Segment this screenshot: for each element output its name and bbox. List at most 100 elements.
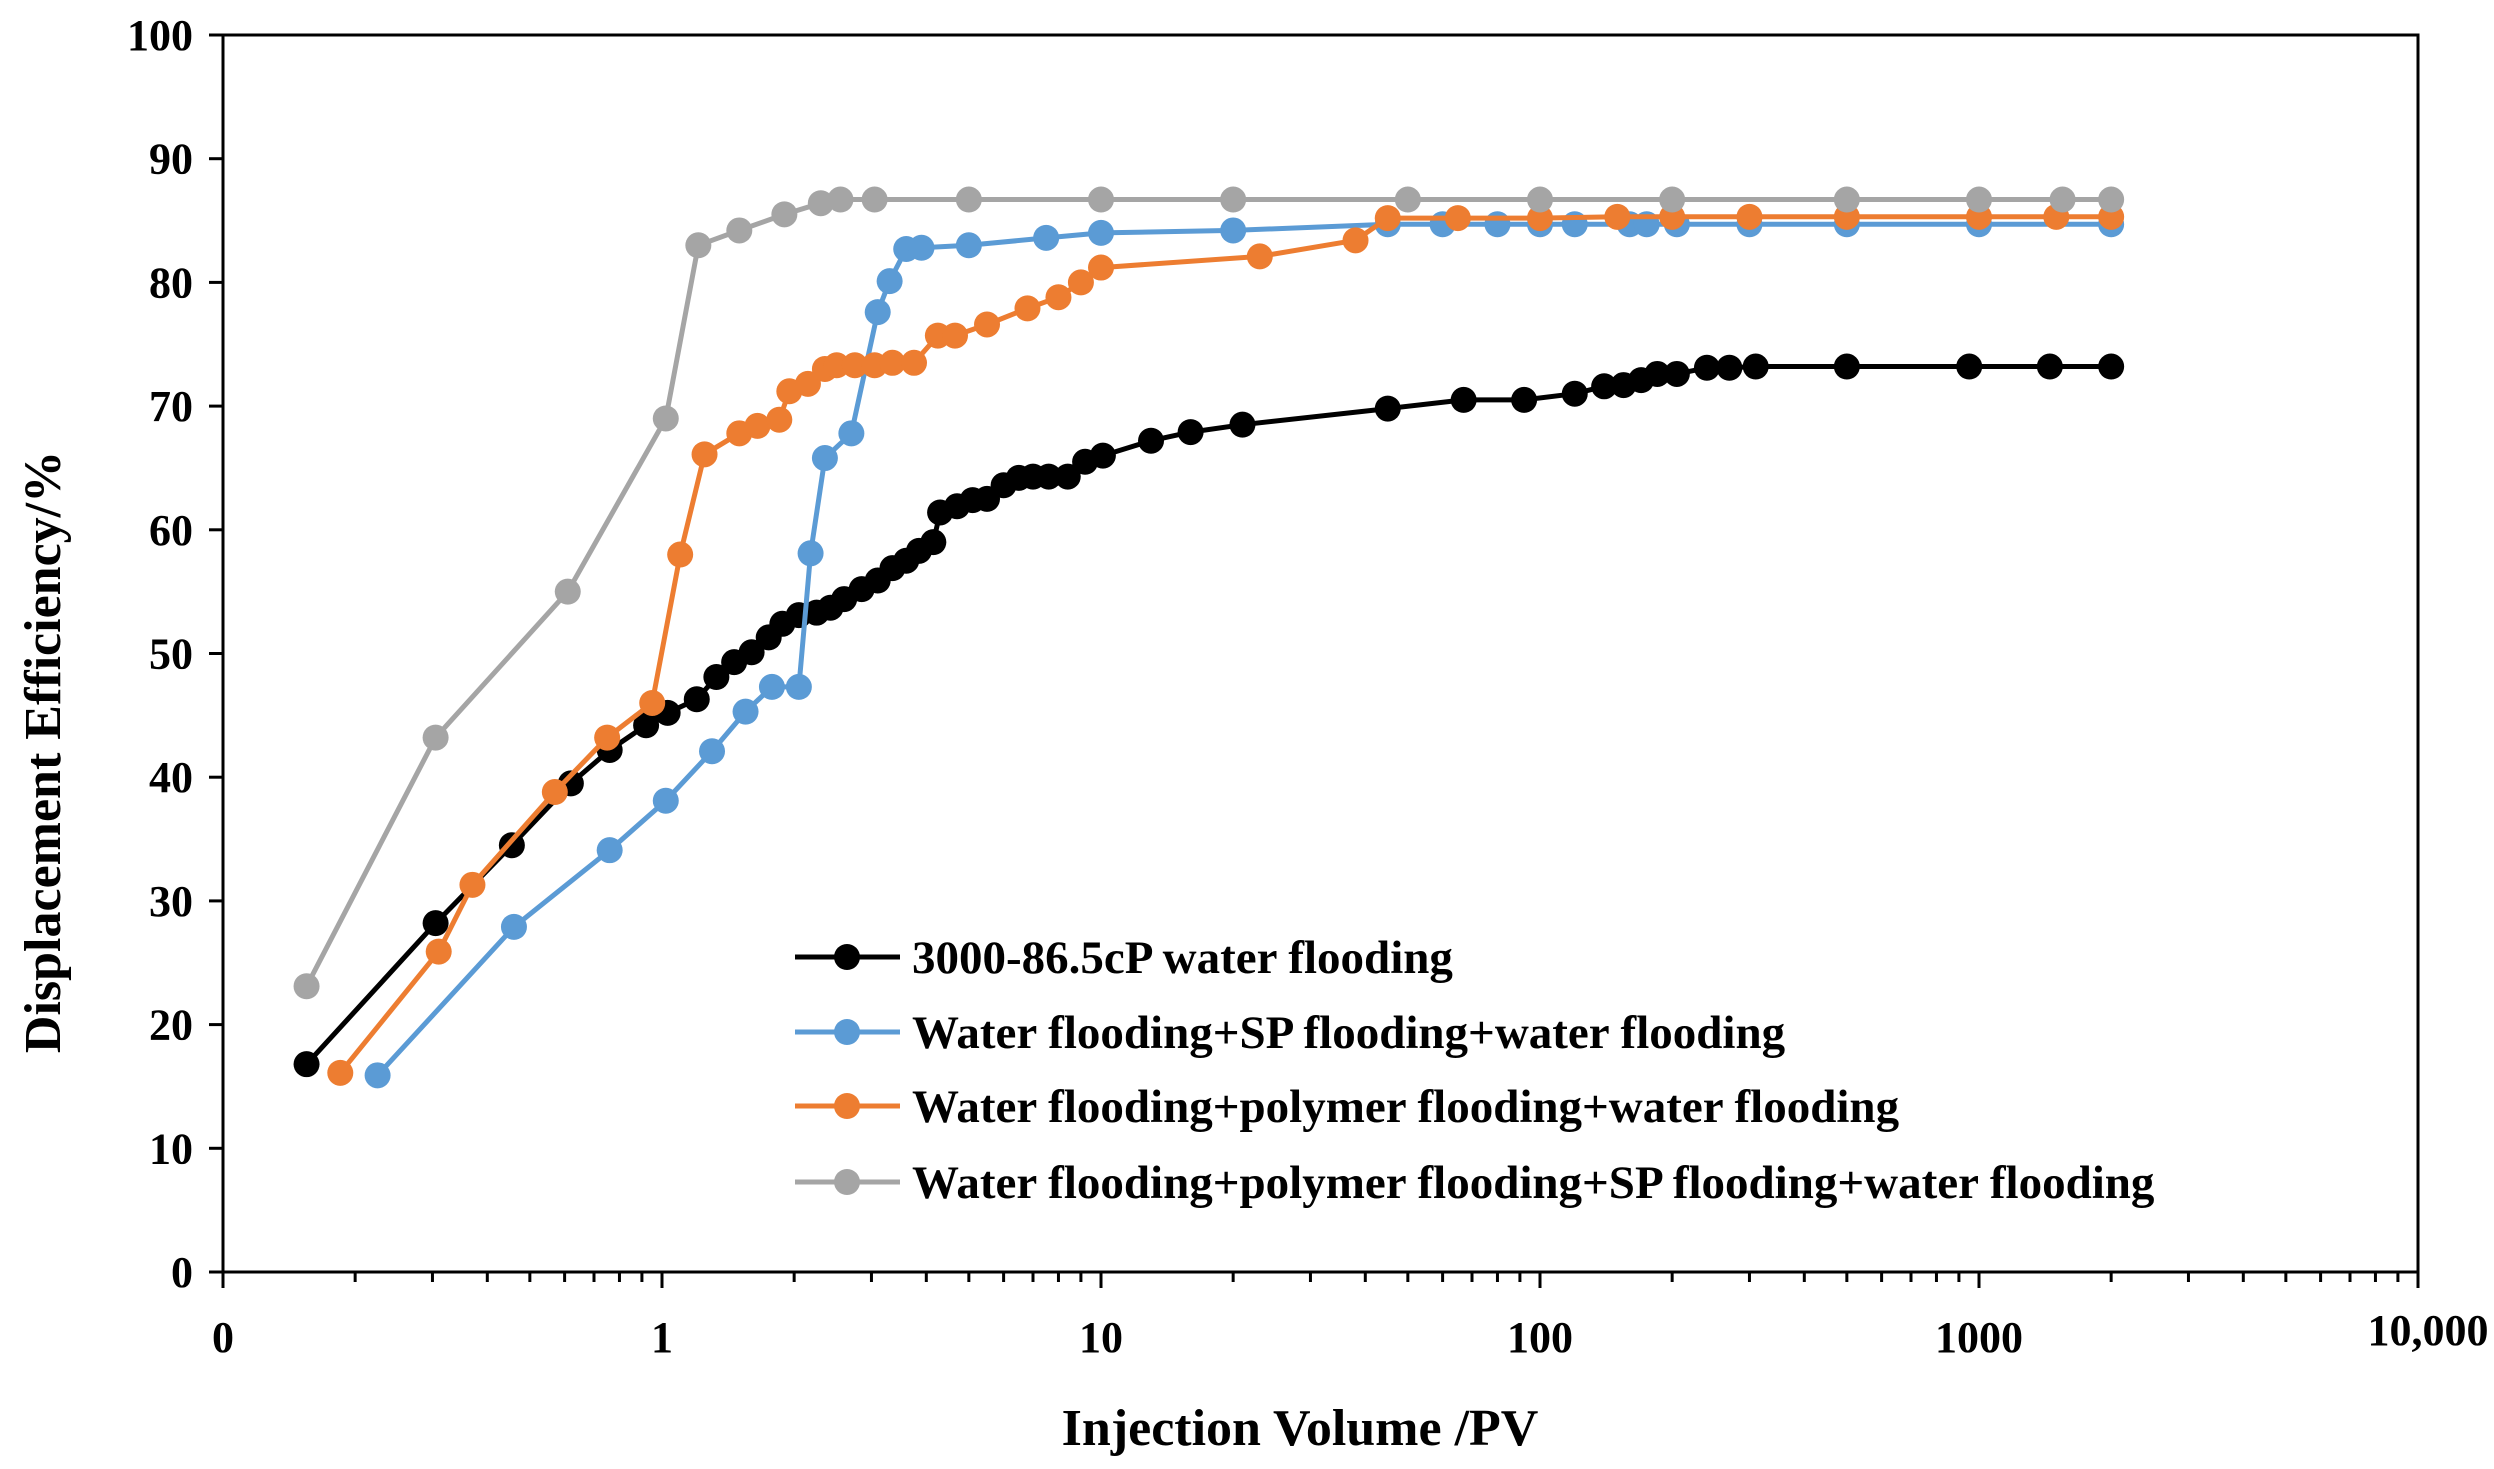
x-tick-label: 10: [1079, 1313, 1123, 1362]
legend-label: Water flooding+SP flooding+water floodin…: [912, 1007, 1786, 1059]
data-point: [726, 217, 753, 244]
data-point: [2049, 186, 2076, 213]
y-tick-label: 100: [127, 11, 193, 60]
y-tick-label: 50: [149, 630, 193, 679]
data-point: [841, 352, 868, 379]
data-point: [823, 352, 850, 379]
data-point: [541, 779, 568, 806]
data-point: [1138, 427, 1165, 454]
data-point: [942, 322, 969, 349]
data-point: [596, 837, 623, 864]
data-point: [1342, 227, 1369, 254]
data-point: [1591, 373, 1618, 400]
data-point: [974, 311, 1001, 338]
x-tick-label: 1000: [1935, 1313, 2023, 1362]
legend-label: Water flooding+polymer flooding+SP flood…: [912, 1157, 2155, 1209]
data-point: [425, 938, 452, 965]
data-point: [2098, 353, 2125, 380]
data-point: [1956, 353, 1983, 380]
data-point: [797, 540, 824, 567]
data-point: [955, 232, 982, 259]
y-axis: 0 10 20 30 40 50 60 70 80 90 100: [127, 11, 223, 1297]
data-point: [1014, 295, 1041, 322]
data-point: [1229, 411, 1256, 438]
data-point: [364, 1062, 391, 1089]
data-point: [2098, 186, 2125, 213]
data-point: [1177, 419, 1204, 446]
data-point: [293, 973, 320, 1000]
data-point: [1220, 186, 1247, 213]
data-point: [639, 689, 666, 716]
legend: 3000-86.5cP water flooding Water flooding…: [795, 932, 2155, 1209]
data-point: [1527, 205, 1553, 232]
x-tick-label: 1: [651, 1313, 673, 1362]
data-point: [771, 201, 798, 228]
data-point: [683, 686, 710, 713]
y-tick-label: 60: [149, 506, 193, 555]
data-point: [876, 268, 903, 295]
data-point: [1033, 224, 1060, 251]
data-point: [1693, 354, 1720, 381]
data-point: [732, 698, 759, 725]
y-tick-label: 80: [149, 258, 193, 307]
y-tick-label: 90: [149, 135, 193, 184]
data-point: [1246, 243, 1273, 270]
x-tick-label: 100: [1507, 1313, 1573, 1362]
data-point: [1088, 254, 1114, 281]
data-point: [1088, 186, 1114, 213]
series-0: [293, 353, 2125, 1078]
y-tick-label: 10: [149, 1124, 193, 1173]
data-point: [758, 673, 785, 700]
data-point: [1484, 211, 1511, 238]
data-point: [811, 445, 838, 472]
data-point: [699, 738, 726, 765]
data-point: [879, 349, 906, 376]
series-2: [327, 203, 2125, 1086]
data-point: [652, 787, 679, 814]
series-line: [304, 197, 2112, 988]
data-point: [838, 420, 865, 447]
data-point: [2036, 353, 2063, 380]
y-tick-label: 20: [149, 1001, 193, 1050]
data-point: [1659, 186, 1686, 213]
legend-swatch-marker: [834, 1019, 860, 1045]
data-point: [1054, 463, 1081, 490]
data-point: [1644, 360, 1671, 387]
x-tick-label: 0: [212, 1313, 234, 1362]
x-axis: 0 1 10 100 1000 10,000: [212, 1272, 2489, 1362]
data-point: [864, 299, 891, 326]
data-point: [1444, 205, 1471, 232]
data-point: [691, 441, 718, 468]
data-point: [422, 910, 449, 937]
data-point: [920, 529, 947, 556]
data-point: [1833, 186, 1860, 213]
legend-swatch-marker: [834, 1169, 860, 1195]
data-point: [1716, 354, 1743, 381]
legend-label: Water flooding+polymer flooding+water fl…: [912, 1081, 1900, 1133]
data-point: [955, 186, 982, 213]
data-point: [1742, 353, 1769, 380]
data-point: [1374, 395, 1401, 422]
data-point: [861, 186, 888, 213]
legend-label: 3000-86.5cP water flooding: [912, 932, 1453, 984]
data-point: [794, 370, 821, 397]
y-tick-label: 40: [149, 753, 193, 802]
data-point: [807, 190, 834, 217]
y-tick-label: 30: [149, 877, 193, 926]
y-axis-title: Displacement Efficiency/%: [15, 451, 72, 1053]
data-point: [422, 724, 449, 751]
data-point: [1450, 386, 1477, 413]
data-point: [1833, 353, 1860, 380]
plot-area: [221, 33, 2420, 1274]
data-point: [500, 913, 527, 940]
series-layer: [293, 186, 2125, 1089]
x-tick-label: 10,000: [2368, 1306, 2489, 1355]
y-tick-label: 70: [149, 382, 193, 431]
data-point: [1966, 186, 1992, 213]
data-point: [900, 349, 927, 376]
data-point: [1527, 186, 1553, 213]
data-point: [1045, 284, 1072, 311]
data-point: [1736, 203, 1763, 230]
data-point: [594, 724, 621, 751]
